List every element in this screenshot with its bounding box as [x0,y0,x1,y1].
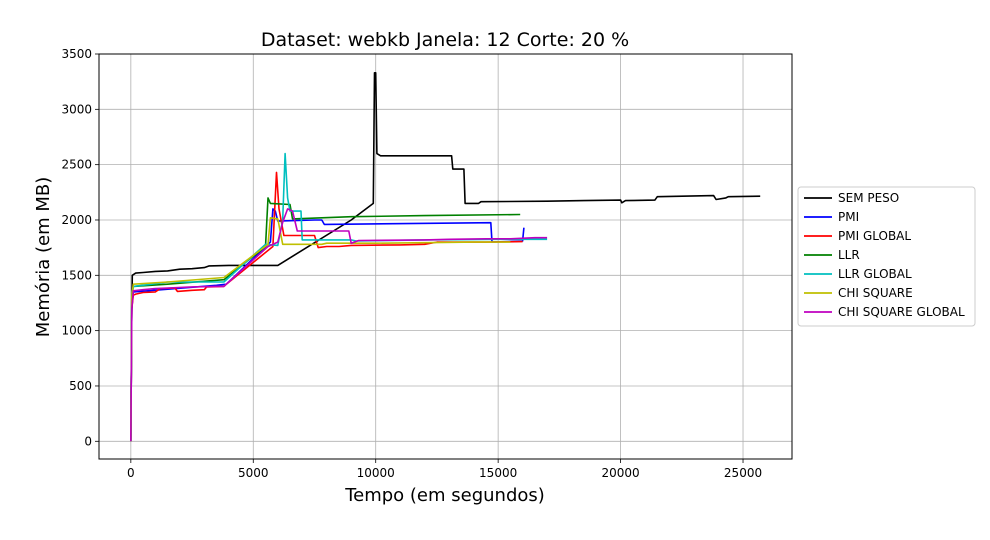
x-axis-label: Tempo (em segundos) [344,485,545,506]
legend-box [797,186,976,327]
y-tick-label: 1500 [61,268,92,282]
series-line-chi-square [130,217,511,442]
y-tick-label: 1000 [61,324,92,338]
y-tick-label: 3000 [61,102,92,116]
legend-label: CHI SQUARE [838,286,913,300]
legend: SEM PESO PMI PMI GLOBAL LLR LLR GLOBAL CHI SQ… [797,186,976,327]
y-tick-label: 2000 [61,213,92,227]
y-tick-label: 500 [69,379,92,393]
y-tick-label: 2500 [61,158,92,172]
plot-frame [98,53,793,460]
legend-label: LLR [838,248,860,262]
legend-label: CHI SQUARE GLOBAL [838,305,965,319]
x-tick-label: 20000 [601,466,639,480]
series-line-chi-square-global [130,208,548,442]
y-axis-ticks: 0 500 1000 1500 2000 2500 3000 3500 [61,47,99,448]
y-tick-label: 0 [84,434,92,448]
legend-label: PMI [838,210,859,224]
x-tick-label: 10000 [357,466,395,480]
chart-title: Dataset: webkb Janela: 12 Corte: 20 % [261,29,629,51]
series-layer [130,72,761,442]
legend-label: LLR GLOBAL [838,267,912,281]
x-axis-ticks: 0 5000 10000 15000 20000 25000 [127,459,762,480]
series-line-pmi-global [130,171,523,442]
x-tick-label: 25000 [724,466,762,480]
legend-label: SEM PESO [838,191,899,205]
series-line-sem-peso [130,72,761,442]
y-axis-label: Memória (em MB) [33,177,54,338]
x-tick-label: 5000 [238,466,269,480]
legend-label: PMI GLOBAL [838,229,911,243]
y-tick-label: 3500 [61,47,92,61]
x-tick-label: 0 [127,466,135,480]
x-tick-label: 15000 [479,466,517,480]
